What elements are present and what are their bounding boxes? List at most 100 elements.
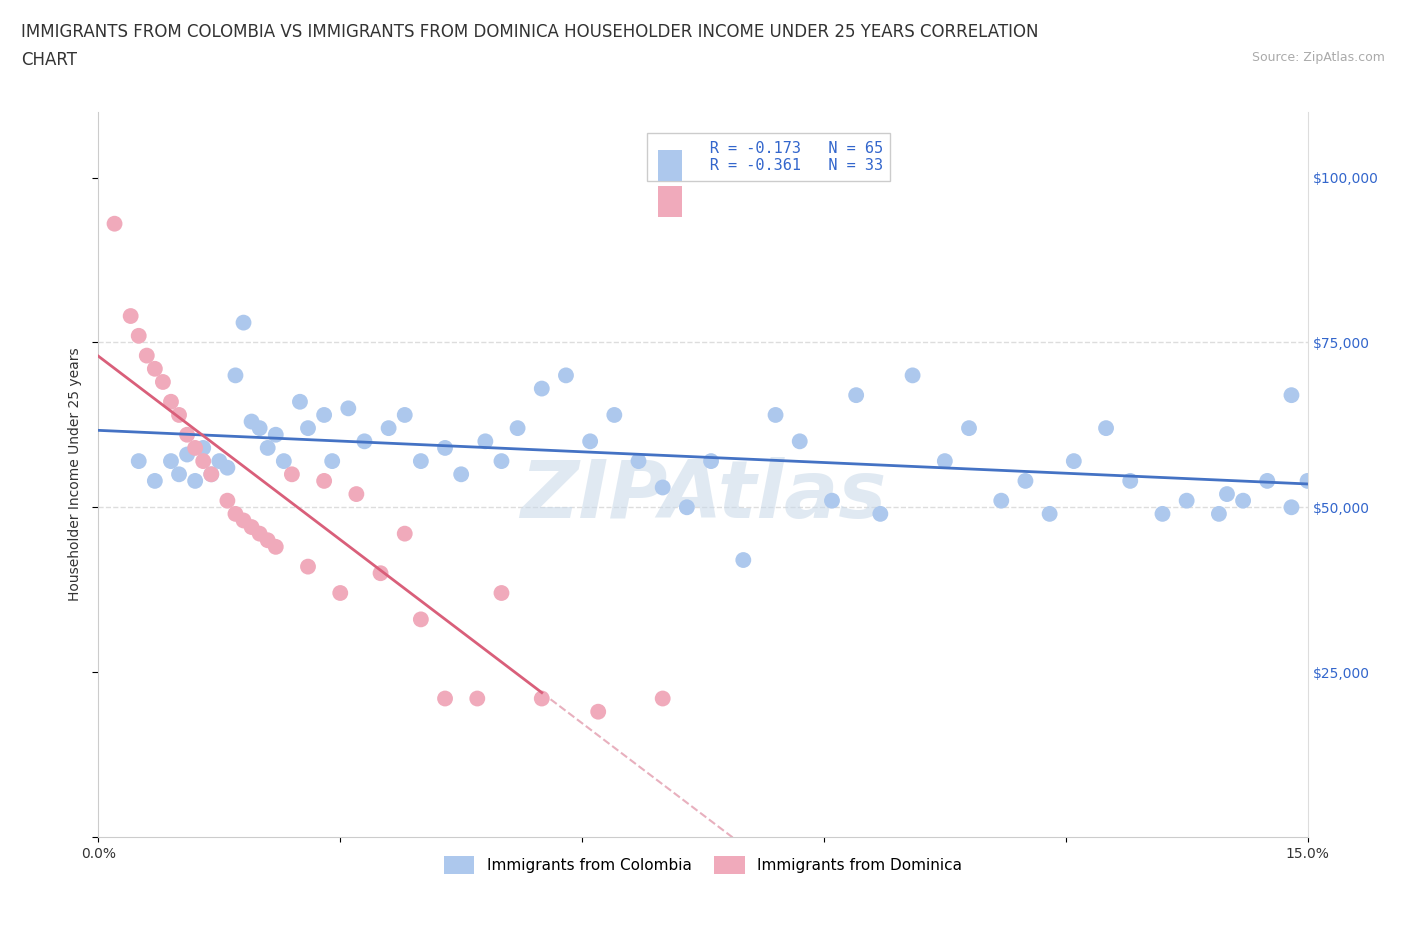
Legend: Immigrants from Colombia, Immigrants from Dominica: Immigrants from Colombia, Immigrants fro…	[437, 850, 969, 880]
Point	[1216, 486, 1239, 501]
Point	[579, 434, 602, 449]
Point	[394, 407, 416, 422]
Point	[821, 493, 844, 508]
Point	[957, 420, 980, 435]
Point	[232, 315, 254, 330]
Point	[1281, 388, 1303, 403]
Point	[370, 565, 392, 580]
Point	[200, 467, 222, 482]
Point	[344, 486, 367, 501]
Point	[1152, 507, 1174, 522]
Point	[224, 368, 246, 383]
Point	[869, 507, 891, 522]
Point	[240, 520, 263, 535]
Point	[184, 473, 207, 488]
Point	[506, 420, 529, 435]
Point	[256, 441, 278, 456]
Point	[288, 394, 311, 409]
Point	[491, 586, 513, 601]
FancyBboxPatch shape	[658, 150, 682, 180]
Point	[465, 691, 488, 706]
Point	[193, 441, 215, 456]
Point	[200, 467, 222, 482]
Point	[434, 441, 457, 456]
Point	[409, 612, 432, 627]
Point	[152, 375, 174, 390]
Point	[224, 507, 246, 522]
Point	[1014, 473, 1036, 488]
Point	[297, 559, 319, 574]
Point	[1312, 507, 1334, 522]
Point	[1175, 493, 1198, 508]
Point	[256, 533, 278, 548]
Point	[176, 427, 198, 442]
Text: ZIPAtlas: ZIPAtlas	[520, 457, 886, 535]
Point	[103, 217, 125, 232]
Point	[297, 420, 319, 435]
Y-axis label: Householder Income Under 25 years: Householder Income Under 25 years	[69, 348, 83, 601]
Point	[651, 691, 673, 706]
Point	[676, 499, 699, 514]
Point	[143, 362, 166, 377]
Point	[530, 381, 553, 396]
Point	[603, 407, 626, 422]
Point	[273, 454, 295, 469]
Point	[208, 454, 231, 469]
Point	[281, 467, 304, 482]
Point	[143, 473, 166, 488]
Point	[264, 427, 287, 442]
Point	[249, 526, 271, 541]
Point	[434, 691, 457, 706]
Point	[217, 460, 239, 475]
Point	[1039, 507, 1062, 522]
Point	[128, 454, 150, 469]
Point	[321, 454, 343, 469]
Point	[845, 388, 868, 403]
Point	[474, 434, 496, 449]
Point	[314, 473, 336, 488]
Point	[651, 480, 673, 495]
FancyBboxPatch shape	[658, 186, 682, 217]
Point	[1232, 493, 1254, 508]
Point	[1095, 420, 1118, 435]
Point	[1329, 493, 1351, 508]
Point	[167, 467, 190, 482]
Point	[789, 434, 811, 449]
Point	[217, 493, 239, 508]
Point	[733, 552, 755, 567]
Point	[586, 704, 609, 719]
Point	[1119, 473, 1142, 488]
Point	[700, 454, 723, 469]
Text: Source: ZipAtlas.com: Source: ZipAtlas.com	[1251, 51, 1385, 64]
Point	[409, 454, 432, 469]
Point	[232, 513, 254, 528]
Point	[167, 407, 190, 422]
Point	[1281, 499, 1303, 514]
Point	[934, 454, 956, 469]
Point	[901, 368, 924, 383]
Point	[240, 414, 263, 429]
Point	[249, 420, 271, 435]
Point	[990, 493, 1012, 508]
Point	[491, 454, 513, 469]
Point	[530, 691, 553, 706]
Text: CHART: CHART	[21, 51, 77, 69]
Point	[329, 586, 352, 601]
Point	[337, 401, 360, 416]
Point	[135, 348, 157, 363]
Point	[1063, 454, 1085, 469]
Point	[128, 328, 150, 343]
Text: IMMIGRANTS FROM COLOMBIA VS IMMIGRANTS FROM DOMINICA HOUSEHOLDER INCOME UNDER 25: IMMIGRANTS FROM COLOMBIA VS IMMIGRANTS F…	[21, 23, 1039, 41]
Point	[1208, 507, 1230, 522]
Point	[184, 441, 207, 456]
Point	[394, 526, 416, 541]
Point	[314, 407, 336, 422]
Point	[176, 447, 198, 462]
Point	[353, 434, 375, 449]
Point	[555, 368, 578, 383]
Point	[264, 539, 287, 554]
Point	[193, 454, 215, 469]
Point	[1296, 473, 1319, 488]
Point	[1256, 473, 1278, 488]
Text: R = -0.173   N = 65
      R = -0.361   N = 33: R = -0.173 N = 65 R = -0.361 N = 33	[655, 140, 883, 173]
